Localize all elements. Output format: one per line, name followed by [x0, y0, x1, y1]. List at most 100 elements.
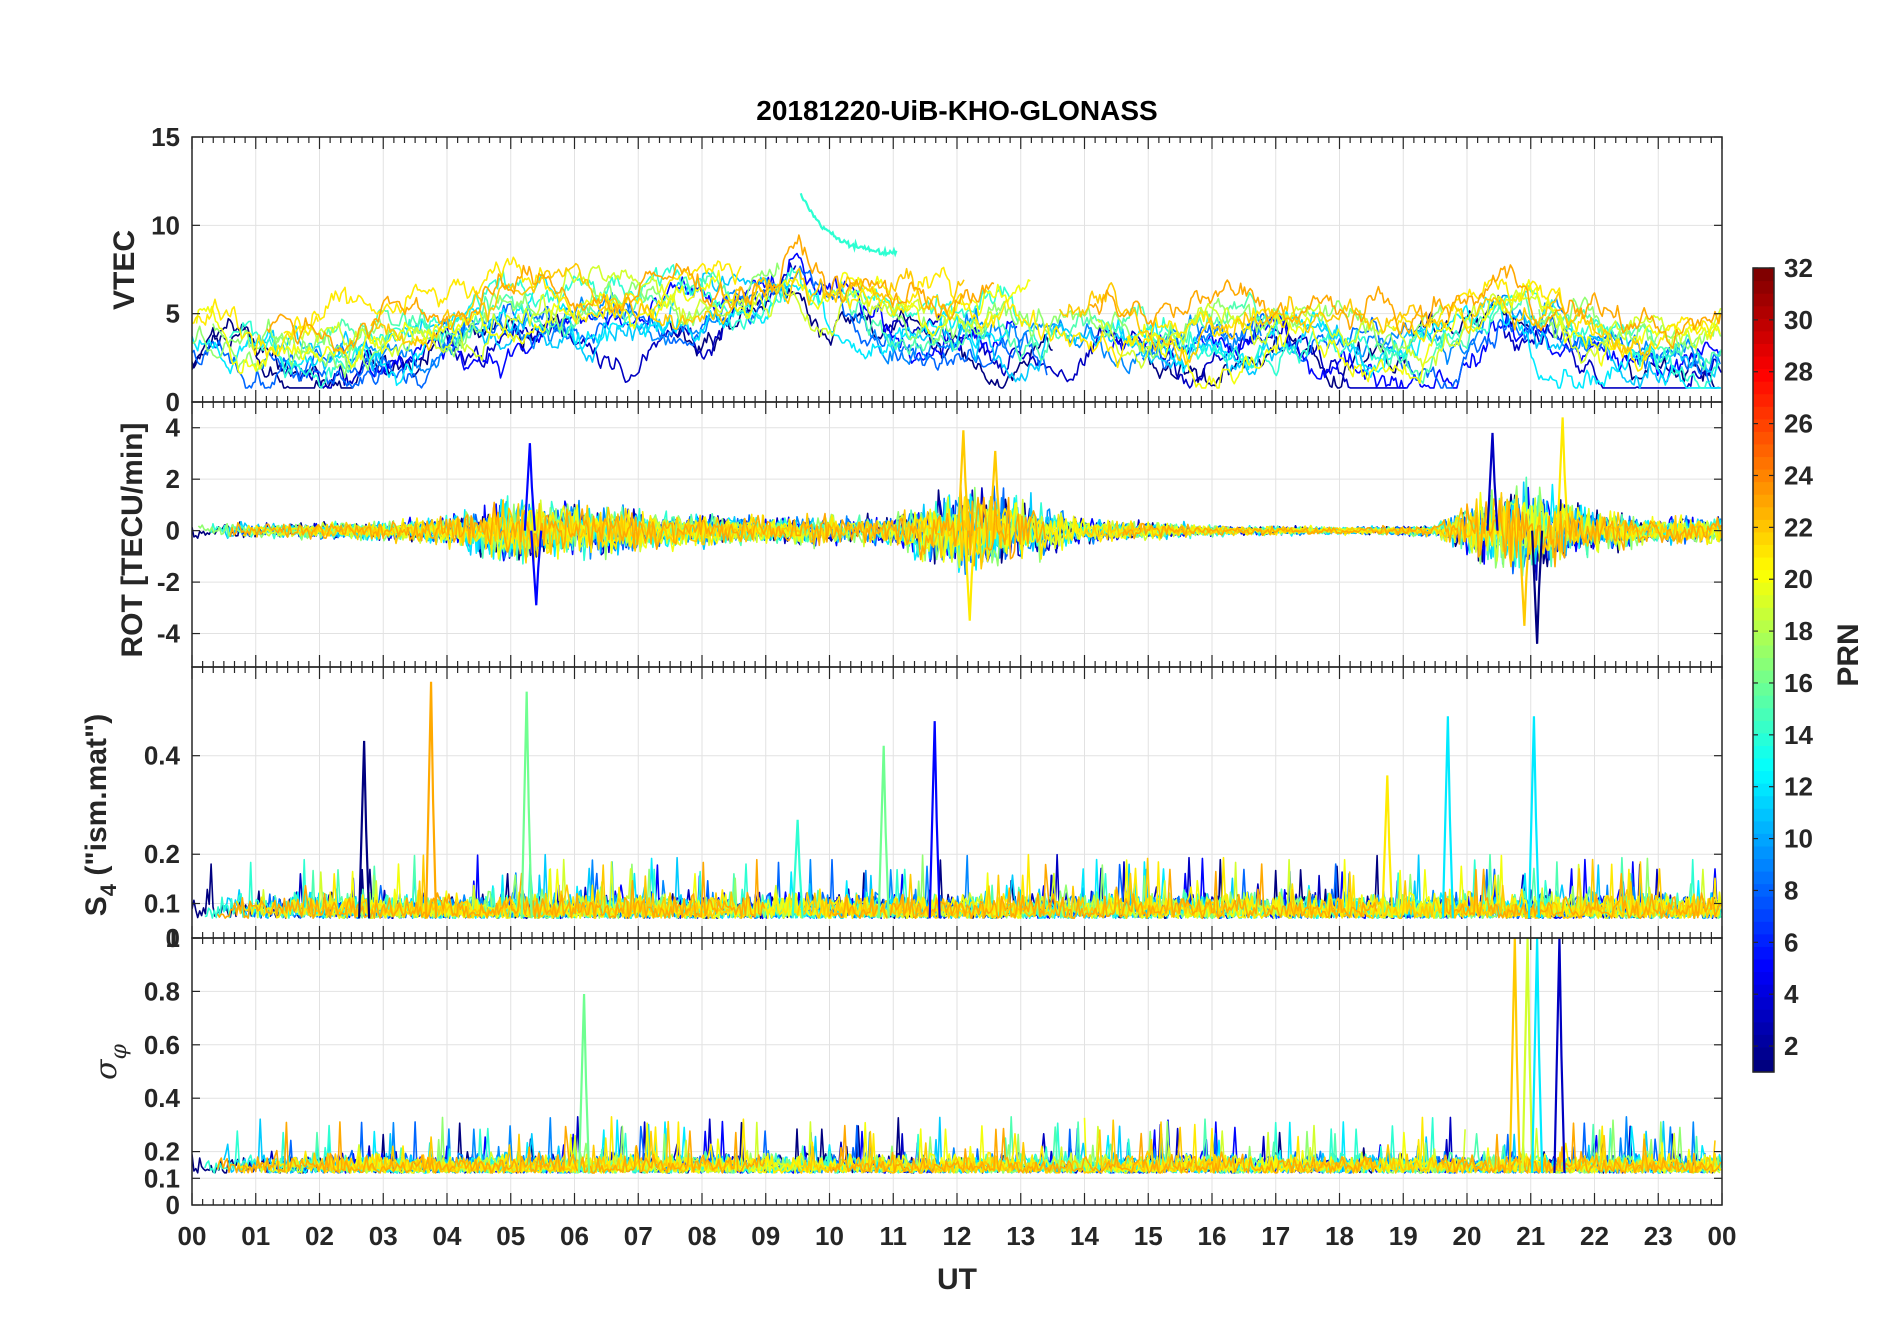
colorbar-segment — [1753, 268, 1774, 282]
x-tick-label: 22 — [1580, 1221, 1609, 1251]
x-tick-label: 08 — [688, 1221, 717, 1251]
colorbar-segment — [1753, 1059, 1774, 1073]
prn-series-line — [1104, 296, 1721, 389]
y-tick-label: 0 — [166, 1190, 180, 1220]
colorbar-segment — [1753, 833, 1774, 847]
prn-series-line — [283, 256, 742, 337]
prn-series-line — [828, 1124, 1377, 1174]
rot-panel — [192, 417, 1722, 644]
colorbar-segment — [1753, 443, 1774, 458]
peak-spike — [1531, 938, 1544, 1173]
x-tick-label: 12 — [943, 1221, 972, 1251]
colorbar-segment — [1753, 896, 1774, 910]
prn-series-line — [1083, 1117, 1722, 1174]
peak-spike — [577, 994, 591, 1173]
prn-series-line — [192, 298, 319, 357]
colorbar-segment — [1753, 556, 1774, 571]
peak-spike — [1486, 432, 1499, 531]
x-tick-label: 02 — [305, 1221, 334, 1251]
prn-series-line — [229, 486, 1046, 567]
colorbar-tick-label: 18 — [1784, 616, 1813, 646]
colorbar-tick-label: 26 — [1784, 409, 1813, 439]
colorbar-segment — [1753, 1021, 1774, 1035]
colorbar-segment — [1753, 657, 1774, 671]
series-group — [192, 938, 1722, 1174]
colorbar-segment — [1753, 293, 1774, 307]
peak-spike — [877, 745, 890, 919]
prn-series-line — [1440, 1122, 1722, 1174]
x-tick-label: 23 — [1644, 1221, 1673, 1251]
peak-spike — [1518, 530, 1531, 626]
y-tick-label: 0 — [166, 516, 180, 546]
colorbar-segment — [1753, 720, 1774, 734]
colorbar-segment — [1753, 531, 1774, 545]
peak-spike — [1553, 938, 1566, 1173]
colorbar-segment — [1753, 519, 1774, 533]
x-tick-label: 16 — [1198, 1221, 1227, 1251]
colorbar-segment — [1753, 632, 1774, 646]
s4-axis-label-sub: 4 — [96, 883, 121, 896]
colorbar-segment — [1753, 921, 1774, 935]
y-tick-label: 0.4 — [144, 741, 181, 771]
y-tick-label: 0.6 — [144, 1030, 180, 1060]
prn-series-line — [1089, 264, 1722, 349]
prn-series-line — [1058, 282, 1652, 366]
prn-series-line — [1096, 289, 1722, 369]
colorbar-segment — [1753, 845, 1774, 860]
chart-title: 20181220-UiB-KHO-GLONASS — [756, 95, 1157, 126]
x-tick-label: 00 — [1708, 1221, 1737, 1251]
y-tick-label: 4 — [166, 413, 181, 443]
colorbar-tick-label: 12 — [1784, 772, 1813, 802]
sigma-phi-axis-label: σφ — [89, 1043, 132, 1079]
colorbar-segment — [1753, 381, 1774, 395]
prn-series-line — [1440, 868, 1722, 920]
colorbar-segment — [1753, 933, 1774, 947]
prn-series-line — [828, 863, 1378, 920]
prn-series-line — [216, 858, 766, 919]
colorbar-segment — [1753, 582, 1774, 596]
s4-axis-label: S4 ("ism.mat") — [80, 714, 121, 916]
colorbar-segment — [1753, 544, 1774, 558]
prn-series-line — [1134, 285, 1721, 389]
prn-series-line — [1594, 515, 1722, 546]
colorbar-segment — [1753, 418, 1774, 432]
y-tick-label: -4 — [157, 619, 181, 649]
axes-frames — [191, 136, 1723, 1206]
colorbar-segment — [1753, 594, 1774, 608]
peak-spike — [799, 192, 898, 258]
y-tick-label: 0.2 — [144, 1137, 180, 1167]
x-tick-label: 10 — [815, 1221, 844, 1251]
colorbar-segment — [1753, 732, 1774, 746]
colorbar-segment — [1753, 908, 1774, 922]
colorbar-segment — [1753, 431, 1774, 445]
peak-spike — [989, 450, 1002, 531]
colorbar-segment — [1753, 946, 1774, 960]
colorbar-segment — [1753, 745, 1774, 759]
x-tick-labels: 00 01 02 03 04 05 06 07 08 09 10 11 12 13 14 15 16 17 18 19… — [178, 1221, 1737, 1251]
rot-axis-label: ROT [TECU/min] — [116, 423, 149, 658]
colorbar-tick-label: 10 — [1784, 824, 1813, 854]
colorbar-segment — [1753, 984, 1774, 998]
peak-spike — [928, 721, 941, 919]
y-tick-label: 0.8 — [144, 976, 180, 1006]
s4-panel — [192, 681, 1722, 920]
colorbar-segment — [1753, 795, 1774, 809]
sigma-phi-axis-label-main: σ — [89, 1058, 124, 1080]
y-tick-label: 2 — [166, 464, 180, 494]
y-tick-label: 0.4 — [144, 1083, 181, 1113]
colorbar-segment — [1753, 958, 1774, 973]
x-tick-label: 06 — [560, 1221, 589, 1251]
colorbar-segment — [1753, 707, 1774, 721]
colorbar-label: PRN — [1832, 623, 1865, 686]
peak-spike — [520, 691, 533, 919]
peak-spike — [963, 530, 976, 621]
colorbar-segment — [1753, 280, 1774, 294]
s4-axis-label-rest: ("ism.mat") — [80, 714, 113, 884]
prn-series-line — [1287, 858, 1716, 920]
colorbar-segment — [1753, 783, 1774, 797]
colorbar-frame — [1752, 267, 1775, 1073]
y-tick-label: 1 — [166, 923, 180, 953]
x-tick-label: 11 — [880, 1221, 908, 1251]
